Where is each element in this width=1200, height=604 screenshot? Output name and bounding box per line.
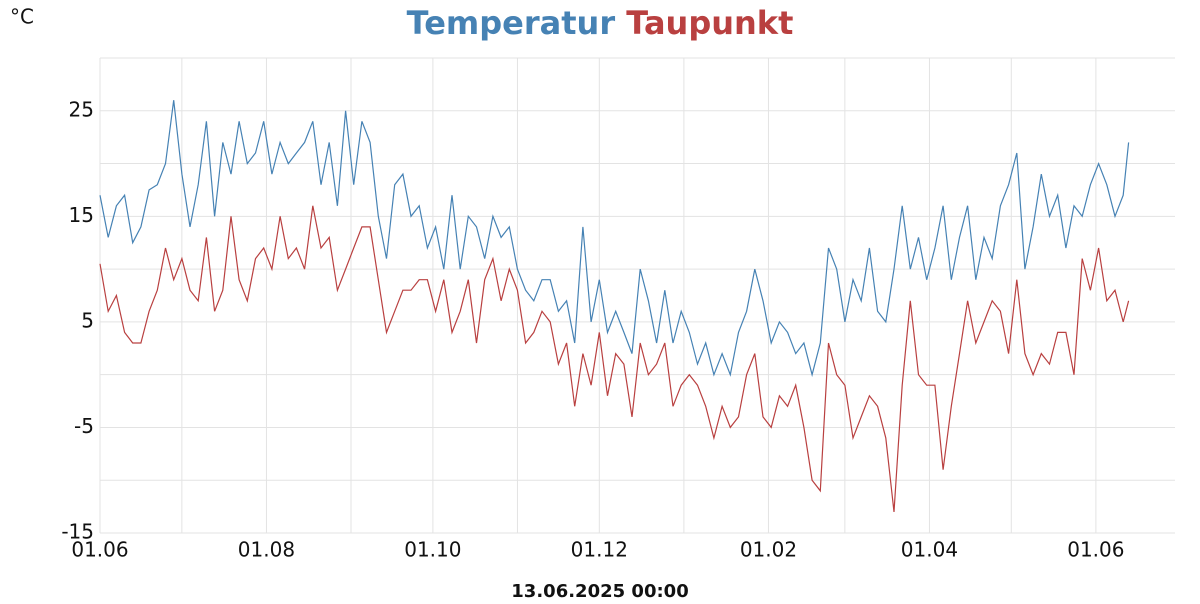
- y-axis-label: °C: [10, 5, 34, 29]
- x-tick-label: 01.06: [71, 538, 128, 562]
- footer: 13.06.2025 00:00: [511, 581, 688, 600]
- x-tick-label: 01.10: [404, 538, 461, 562]
- x-tick-label: 01.06: [1067, 538, 1124, 562]
- chart-title: Temperatur Taupunkt: [407, 4, 794, 42]
- y-tick-label: 15: [69, 203, 94, 227]
- series-line: [99, 205, 1130, 512]
- y-tick-label: -5: [74, 414, 94, 438]
- y-tick-label: -15: [61, 520, 94, 544]
- x-tick-label: 01.08: [238, 538, 295, 562]
- x-tick-label: 01.12: [571, 538, 628, 562]
- y-tick-label: 25: [69, 97, 94, 121]
- y-tick-label: 5: [81, 308, 94, 332]
- title-series-2: Taupunkt: [626, 4, 793, 42]
- title-series-1: Temperatur: [407, 4, 616, 42]
- series-line: [99, 100, 1130, 378]
- x-tick-label: 01.04: [901, 538, 958, 562]
- x-tick-label: 01.02: [740, 538, 797, 562]
